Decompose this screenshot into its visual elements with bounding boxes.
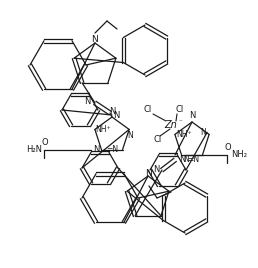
Text: =N: =N [107, 145, 119, 154]
Text: Cl: Cl [176, 106, 184, 114]
Text: NH⁺: NH⁺ [176, 130, 192, 139]
Text: Cl: Cl [144, 106, 152, 114]
Text: N: N [153, 166, 159, 174]
Text: N: N [109, 107, 115, 117]
Text: O: O [41, 138, 48, 147]
Text: N: N [146, 169, 152, 177]
Text: N: N [92, 35, 98, 44]
Text: N: N [113, 110, 119, 120]
Text: NH₂: NH₂ [231, 150, 247, 159]
Text: N: N [189, 111, 195, 121]
Text: Cl: Cl [154, 136, 162, 144]
Text: ⁻: ⁻ [178, 119, 182, 125]
Text: =N: =N [188, 155, 200, 164]
Text: N: N [200, 128, 206, 137]
Text: N: N [179, 155, 185, 165]
Text: N: N [127, 131, 133, 140]
Text: N: N [183, 155, 189, 164]
Text: O: O [224, 143, 231, 152]
Text: Zn: Zn [165, 120, 178, 130]
Text: N: N [84, 96, 90, 106]
Text: N: N [93, 145, 100, 154]
Text: H₂N: H₂N [26, 145, 42, 154]
Text: NH⁺: NH⁺ [95, 125, 111, 134]
